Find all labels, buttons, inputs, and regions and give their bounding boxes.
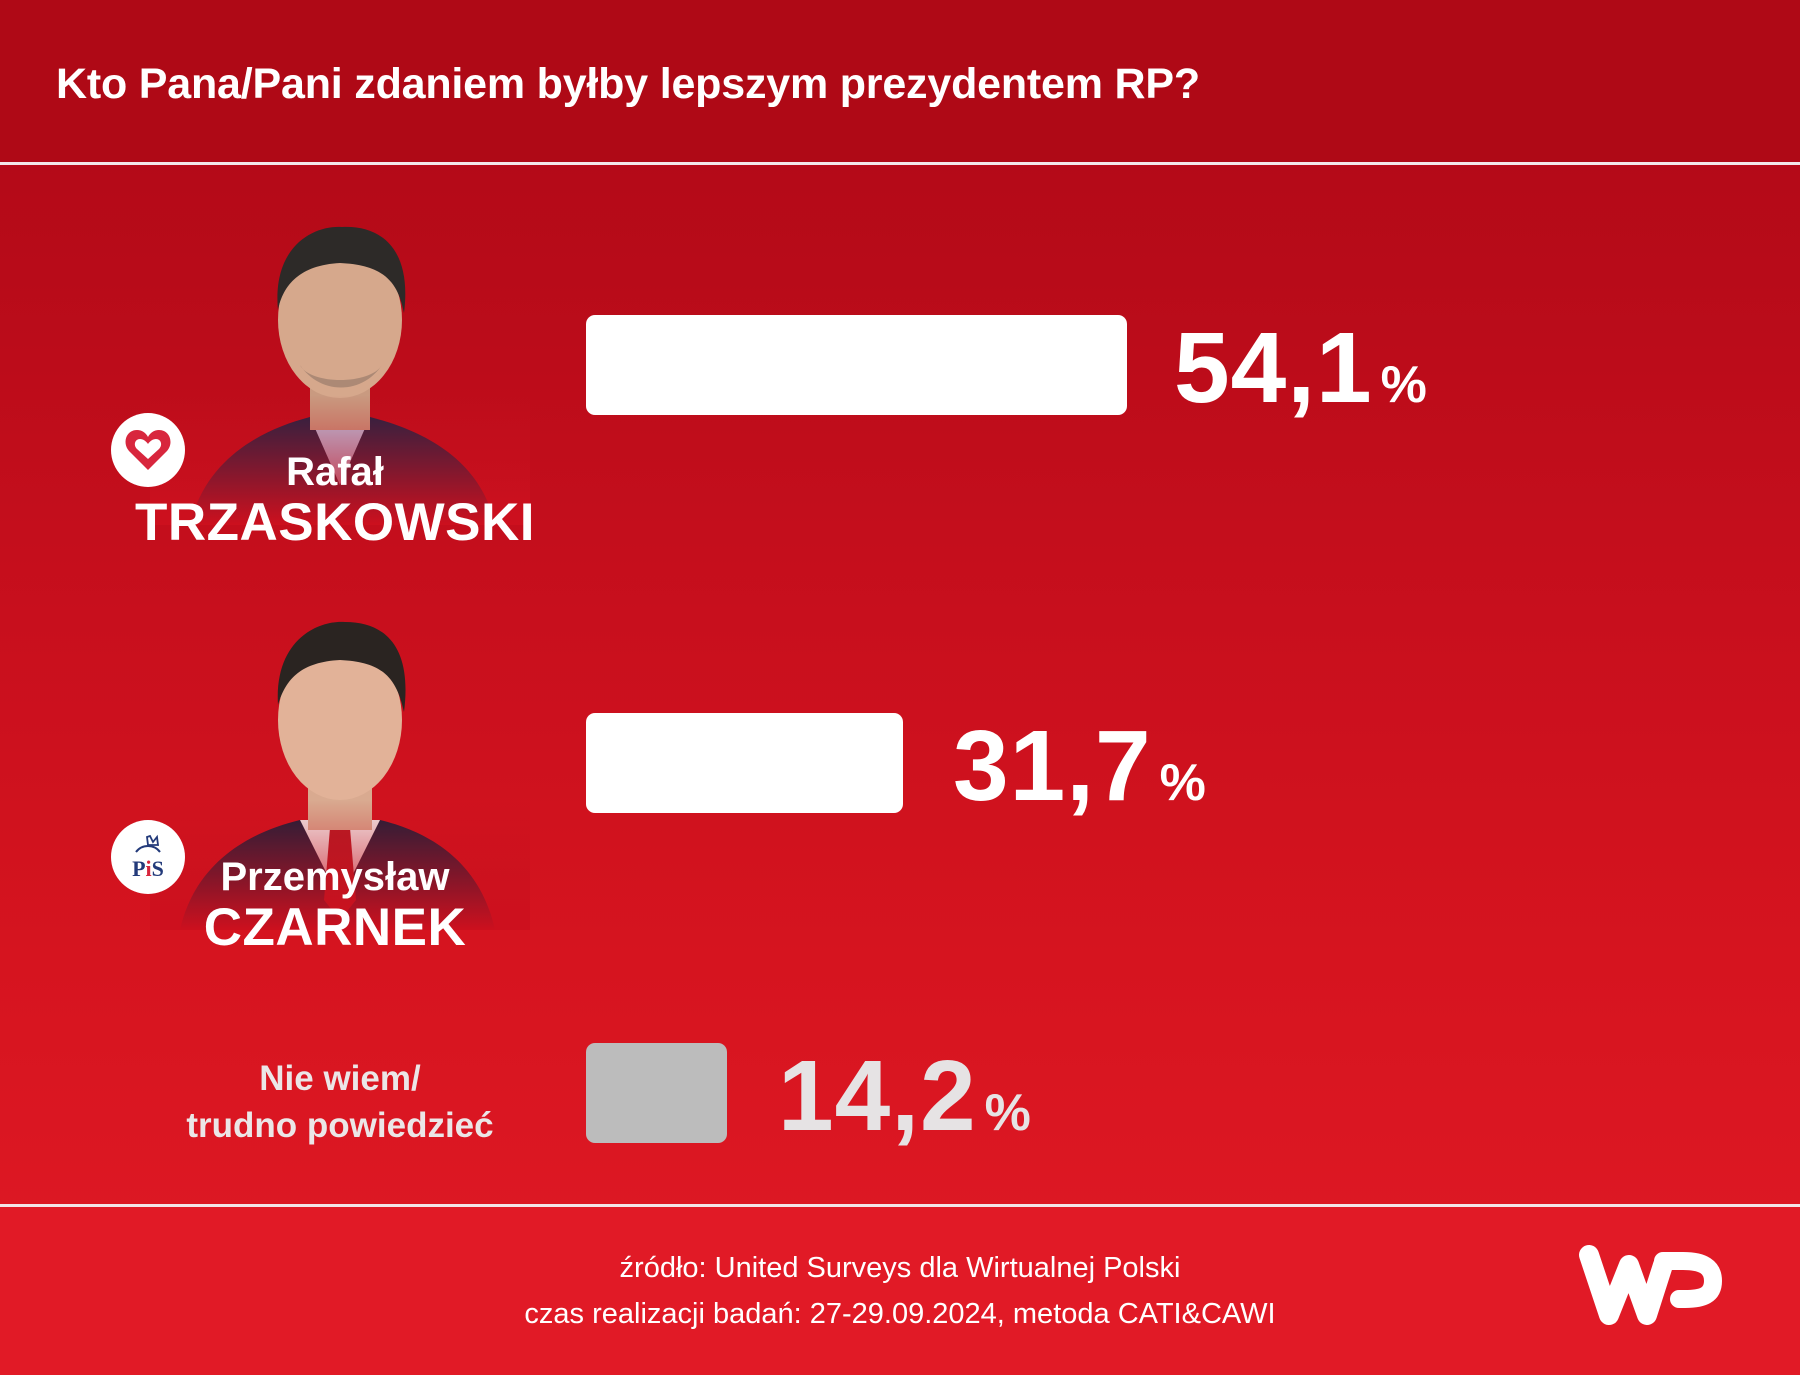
value-label-trzaskowski: 54,1 % [1174,318,1427,418]
bar-trzaskowski [586,315,1127,415]
candidate-photo-czarnek [150,600,530,930]
header-divider [0,162,1800,165]
label-line-1: Nie wiem/ [259,1059,421,1098]
value-number: 14,2 [778,1040,977,1152]
footer-band [0,1207,1800,1375]
candidate-first-name: Przemysław [220,855,450,899]
party-badge-pis: PiS [111,820,185,894]
value-number: 54,1 [1174,312,1373,424]
heart-icon [125,430,171,470]
header-band [0,0,1800,163]
candidate-name-czarnek: Przemysław CZARNEK [125,855,545,957]
percent-sign: % [1159,754,1206,812]
chart-title: Kto Pana/Pani zdaniem byłby lepszym prez… [56,60,1200,108]
value-label-czarnek: 31,7 % [953,716,1206,816]
source-note: źródło: United Surveys dla Wirtualnej Po… [619,1252,1181,1284]
candidate-last-name: TRZASKOWSKI [134,493,536,552]
method-note: czas realizacji badań: 27-29.09.2024, me… [524,1298,1276,1330]
candidate-last-name: CZARNEK [203,898,467,957]
photo-fade-overlay [150,395,530,525]
percent-sign: % [1380,356,1427,414]
bar-dont-know [586,1043,727,1143]
candidate-photo-trzaskowski [150,195,530,525]
category-label-dont-know: Nie wiem/ trudno powiedzieć [150,1055,530,1149]
party-badge-ko [111,413,185,487]
candidate-first-name: Rafał [286,450,384,494]
value-label-dont-know: 14,2 % [778,1046,1031,1146]
svg-text:PiS: PiS [132,856,164,881]
value-number: 31,7 [953,710,1152,822]
pis-logo-icon: PiS [132,834,164,881]
footer-divider [0,1204,1800,1207]
candidate-name-trzaskowski: Rafał TRZASKOWSKI [125,450,545,552]
percent-sign: % [984,1084,1031,1142]
bar-czarnek [586,713,903,813]
label-line-2: trudno powiedzieć [186,1106,494,1145]
wp-logo-icon [1579,1245,1722,1325]
photo-fade-overlay [150,800,530,930]
